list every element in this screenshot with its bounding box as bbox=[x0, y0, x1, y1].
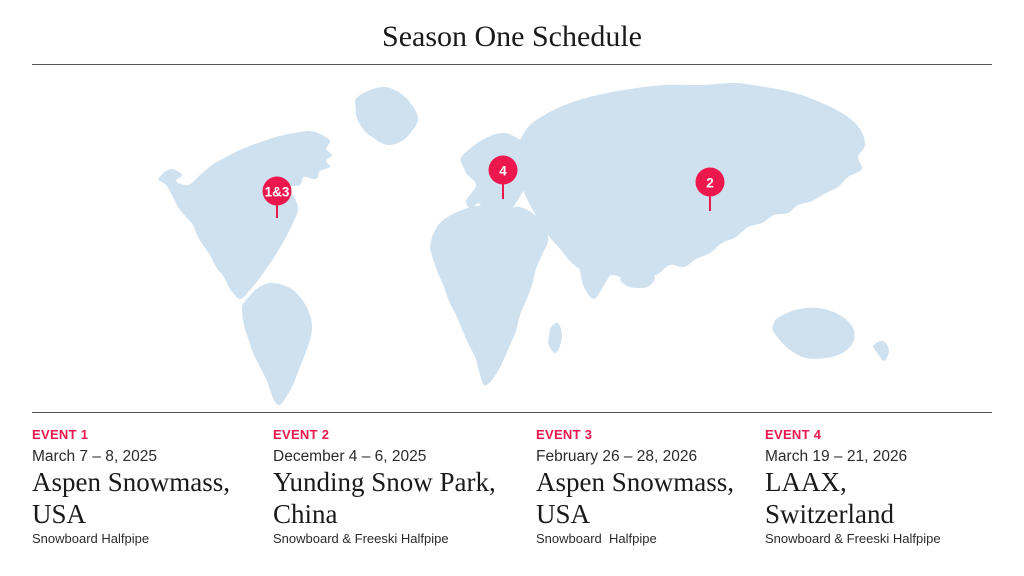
svg-text:2: 2 bbox=[706, 176, 714, 191]
svg-text:1&3: 1&3 bbox=[265, 185, 290, 200]
svg-text:4: 4 bbox=[499, 164, 507, 179]
